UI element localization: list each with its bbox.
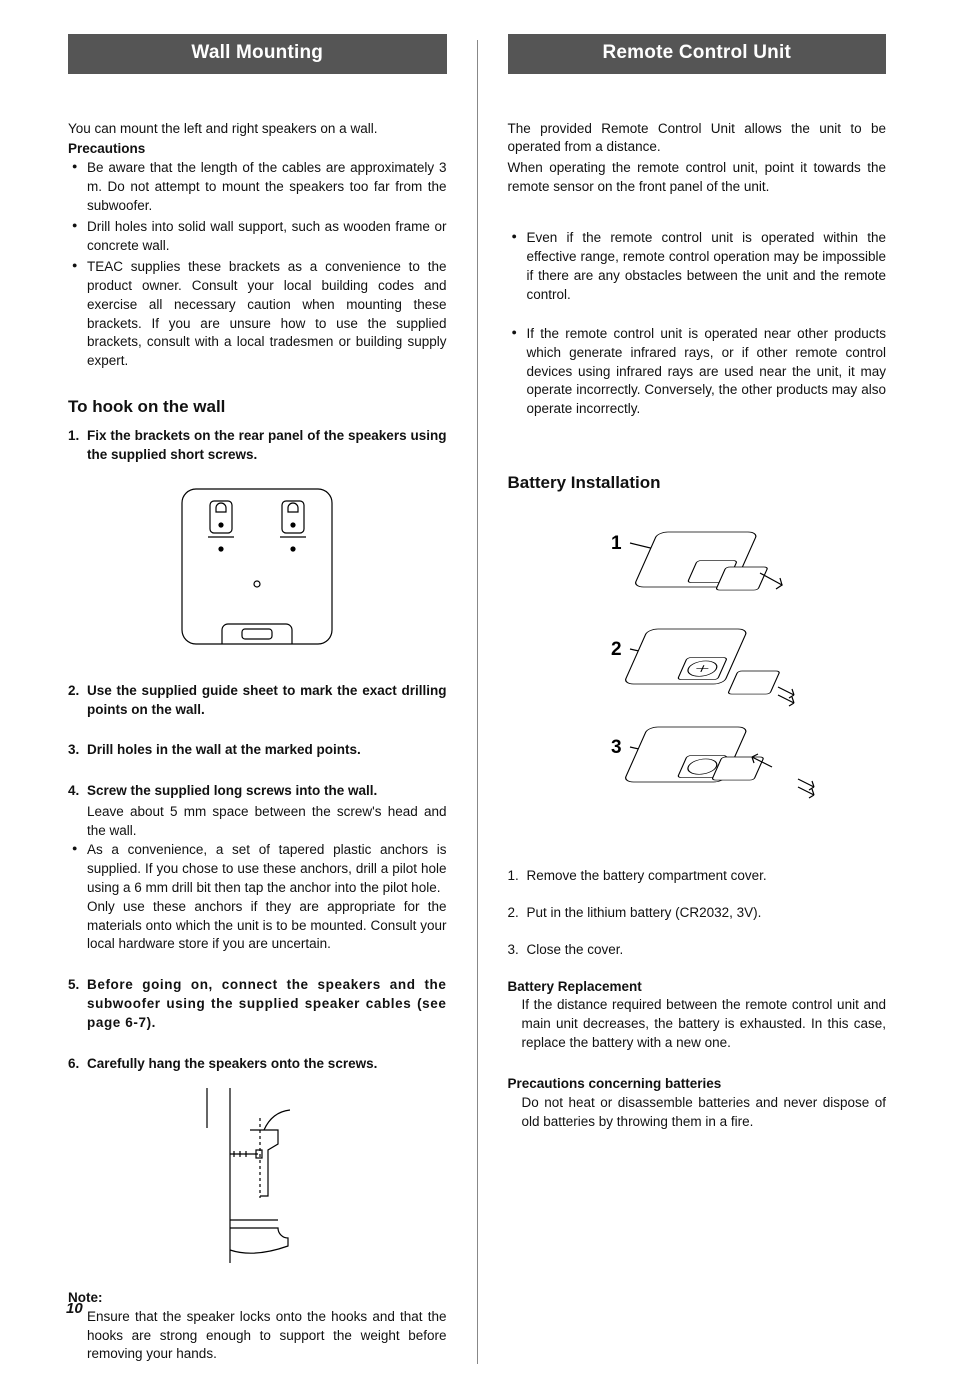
- step-num: 3.: [68, 741, 79, 760]
- step-num: 2.: [508, 904, 519, 923]
- step-1: 1. Fix the brackets on the rear panel of…: [68, 427, 447, 465]
- fig-num-3: 3: [611, 737, 622, 758]
- right-header: Remote Control Unit: [508, 34, 887, 74]
- step-4-bullet: As a convenience, a set of tapered plast…: [68, 841, 447, 954]
- remote-bullet: If the remote control unit is operated n…: [508, 325, 887, 419]
- replacement-body: If the distance required between the rem…: [508, 996, 887, 1053]
- right-column: Remote Control Unit The provided Remote …: [508, 34, 887, 1364]
- batt-precautions-title: Precautions concerning batteries: [508, 1075, 887, 1094]
- step-text: Use the supplied guide sheet to mark the…: [87, 683, 447, 717]
- step-4-sub: Leave about 5 mm space between the screw…: [68, 803, 447, 841]
- step-num: 3.: [508, 941, 519, 960]
- battery-title: Battery Installation: [508, 471, 887, 495]
- page-number: 10: [66, 1298, 83, 1319]
- step-num: 1.: [68, 427, 79, 446]
- note-body: Ensure that the speaker locks onto the h…: [68, 1308, 447, 1365]
- step-4-bullet-list: As a convenience, a set of tapered plast…: [68, 841, 447, 954]
- precaution-item: Drill holes into solid wall support, suc…: [68, 218, 447, 256]
- step-num: 4.: [68, 782, 79, 801]
- hook-title: To hook on the wall: [68, 395, 447, 419]
- remote-bullet: Even if the remote control unit is opera…: [508, 229, 887, 305]
- battery-diagram: 1 2: [548, 517, 887, 843]
- bracket-diagram: [68, 479, 447, 660]
- step-text: Remove the battery compartment cover.: [527, 868, 767, 883]
- fig-num-1: 1: [611, 533, 622, 554]
- step-6: 6. Carefully hang the speakers onto the …: [68, 1055, 447, 1074]
- step-text: Drill holes in the wall at the marked po…: [87, 742, 361, 757]
- step-num: 5.: [68, 976, 79, 995]
- left-column: Wall Mounting You can mount the left and…: [68, 34, 447, 1364]
- step-text: Fix the brackets on the rear panel of th…: [87, 428, 447, 462]
- battery-step-1: 1. Remove the battery compartment cover.: [508, 867, 887, 886]
- column-divider: [477, 40, 478, 1364]
- battery-steps: 1. Remove the battery compartment cover.…: [508, 867, 887, 960]
- remote-intro-2: When operating the remote control unit, …: [508, 159, 887, 197]
- step-num: 6.: [68, 1055, 79, 1074]
- fig-num-2: 2: [611, 639, 622, 660]
- step-5: 5. Before going on, connect the speakers…: [68, 976, 447, 1033]
- left-header: Wall Mounting: [68, 34, 447, 74]
- step-text: Screw the supplied long screws into the …: [87, 783, 377, 798]
- step-text: Carefully hang the speakers onto the scr…: [87, 1056, 377, 1071]
- precaution-item: TEAC supplies these brackets as a conven…: [68, 258, 447, 371]
- batt-precautions-body: Do not heat or disassemble batteries and…: [508, 1094, 887, 1132]
- hang-diagram: [68, 1088, 447, 1269]
- step-text: Put in the lithium battery (CR2032, 3V).: [527, 905, 762, 920]
- left-intro: You can mount the left and right speaker…: [68, 120, 447, 139]
- step-text: Close the cover.: [527, 942, 624, 957]
- step-4: 4. Screw the supplied long screws into t…: [68, 782, 447, 801]
- battery-step-2: 2. Put in the lithium battery (CR2032, 3…: [508, 904, 887, 923]
- precaution-item: Be aware that the length of the cables a…: [68, 159, 447, 216]
- step-text: Before going on, connect the speakers an…: [87, 977, 447, 1030]
- precautions-label: Precautions: [68, 140, 447, 159]
- battery-step-3: 3. Close the cover.: [508, 941, 887, 960]
- step-num: 1.: [508, 867, 519, 886]
- step-3: 3. Drill holes in the wall at the marked…: [68, 741, 447, 760]
- step-2: 2. Use the supplied guide sheet to mark …: [68, 682, 447, 720]
- replacement-title: Battery Replacement: [508, 978, 887, 997]
- remote-bullets: Even if the remote control unit is opera…: [508, 229, 887, 419]
- step-num: 2.: [68, 682, 79, 701]
- precautions-list: Be aware that the length of the cables a…: [68, 159, 447, 371]
- remote-intro-1: The provided Remote Control Unit allows …: [508, 120, 887, 158]
- note-label: Note:: [68, 1289, 447, 1308]
